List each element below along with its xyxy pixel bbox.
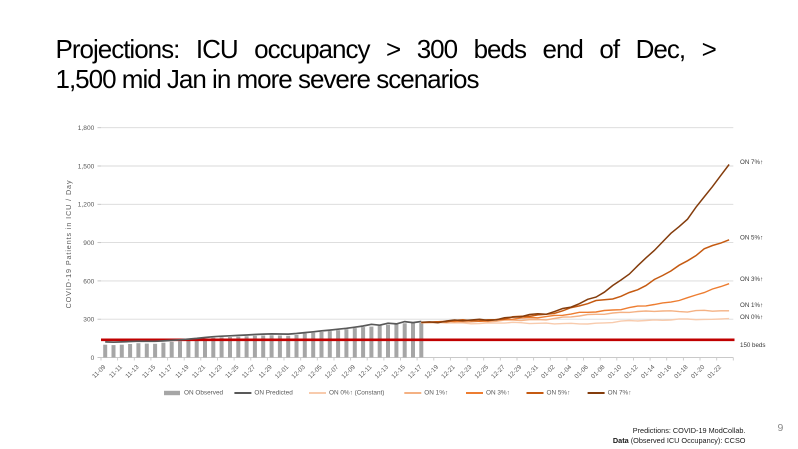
svg-text:12-29: 12-29 [507, 363, 524, 380]
svg-text:1,200: 1,200 [78, 202, 95, 209]
svg-text:300: 300 [83, 317, 94, 324]
svg-text:ON 0%↑ (Constant): ON 0%↑ (Constant) [329, 390, 384, 397]
svg-text:11-19: 11-19 [174, 363, 190, 379]
svg-text:12-07: 12-07 [324, 363, 341, 380]
svg-text:11-25: 11-25 [224, 363, 240, 379]
svg-text:11-29: 11-29 [258, 363, 274, 379]
svg-text:11-09: 11-09 [91, 363, 107, 379]
svg-text:11-23: 11-23 [208, 363, 224, 379]
svg-text:600: 600 [83, 278, 94, 285]
svg-text:12-09: 12-09 [340, 363, 357, 380]
svg-text:ON 5%↑: ON 5%↑ [547, 390, 571, 397]
svg-text:12-21: 12-21 [440, 363, 457, 380]
svg-text:12-25: 12-25 [473, 363, 490, 380]
svg-text:ON Predicted: ON Predicted [254, 390, 293, 397]
svg-text:ON 3%↑: ON 3%↑ [740, 276, 763, 283]
svg-text:12-13: 12-13 [374, 363, 391, 380]
svg-text:ON 1%↑: ON 1%↑ [424, 390, 448, 397]
svg-text:01-10: 01-10 [607, 363, 624, 380]
svg-text:12-05: 12-05 [307, 363, 324, 380]
svg-text:12-31: 12-31 [523, 363, 540, 380]
svg-text:12-11: 12-11 [357, 363, 373, 379]
svg-text:12-03: 12-03 [290, 363, 307, 380]
svg-text:12-19: 12-19 [423, 363, 440, 380]
svg-text:12-15: 12-15 [390, 363, 407, 380]
svg-text:COVID-19 Patients in ICU / Da: COVID-19 Patients in ICU / Day [64, 180, 73, 309]
svg-text:1,500: 1,500 [78, 163, 95, 170]
svg-text:01-02: 01-02 [540, 363, 557, 380]
svg-text:11-13: 11-13 [124, 363, 140, 379]
svg-text:01-14: 01-14 [640, 363, 657, 380]
svg-text:01-04: 01-04 [557, 363, 574, 380]
svg-text:12-17: 12-17 [407, 363, 424, 380]
svg-text:11-11: 11-11 [108, 363, 124, 379]
svg-text:900: 900 [83, 240, 94, 247]
svg-text:12-23: 12-23 [457, 363, 474, 380]
svg-text:11-15: 11-15 [141, 363, 157, 379]
svg-text:150 beds: 150 beds [740, 342, 765, 349]
svg-text:1,800: 1,800 [78, 125, 95, 132]
svg-text:01-16: 01-16 [656, 363, 673, 380]
svg-text:12-01: 12-01 [274, 363, 291, 380]
svg-text:12-27: 12-27 [490, 363, 507, 380]
svg-text:0: 0 [91, 355, 95, 362]
svg-text:ON 3%↑: ON 3%↑ [486, 390, 510, 397]
svg-text:01-12: 01-12 [623, 363, 640, 380]
svg-text:01-22: 01-22 [706, 363, 723, 380]
svg-text:ON 5%↑: ON 5%↑ [740, 235, 763, 242]
svg-text:01-20: 01-20 [690, 363, 707, 380]
svg-text:01-06: 01-06 [573, 363, 590, 380]
svg-text:01-18: 01-18 [673, 363, 690, 380]
svg-text:01-08: 01-08 [590, 363, 607, 380]
svg-text:11-17: 11-17 [158, 363, 174, 379]
svg-text:ON 7%↑: ON 7%↑ [608, 390, 632, 397]
svg-text:11-21: 11-21 [191, 363, 207, 379]
svg-text:11-27: 11-27 [241, 363, 257, 379]
svg-text:ON 0%↑: ON 0%↑ [740, 314, 763, 321]
svg-text:ON 7%↑: ON 7%↑ [740, 159, 763, 166]
svg-text:ON 1%↑: ON 1%↑ [740, 302, 763, 309]
svg-text:ON Observed: ON Observed [184, 390, 224, 397]
